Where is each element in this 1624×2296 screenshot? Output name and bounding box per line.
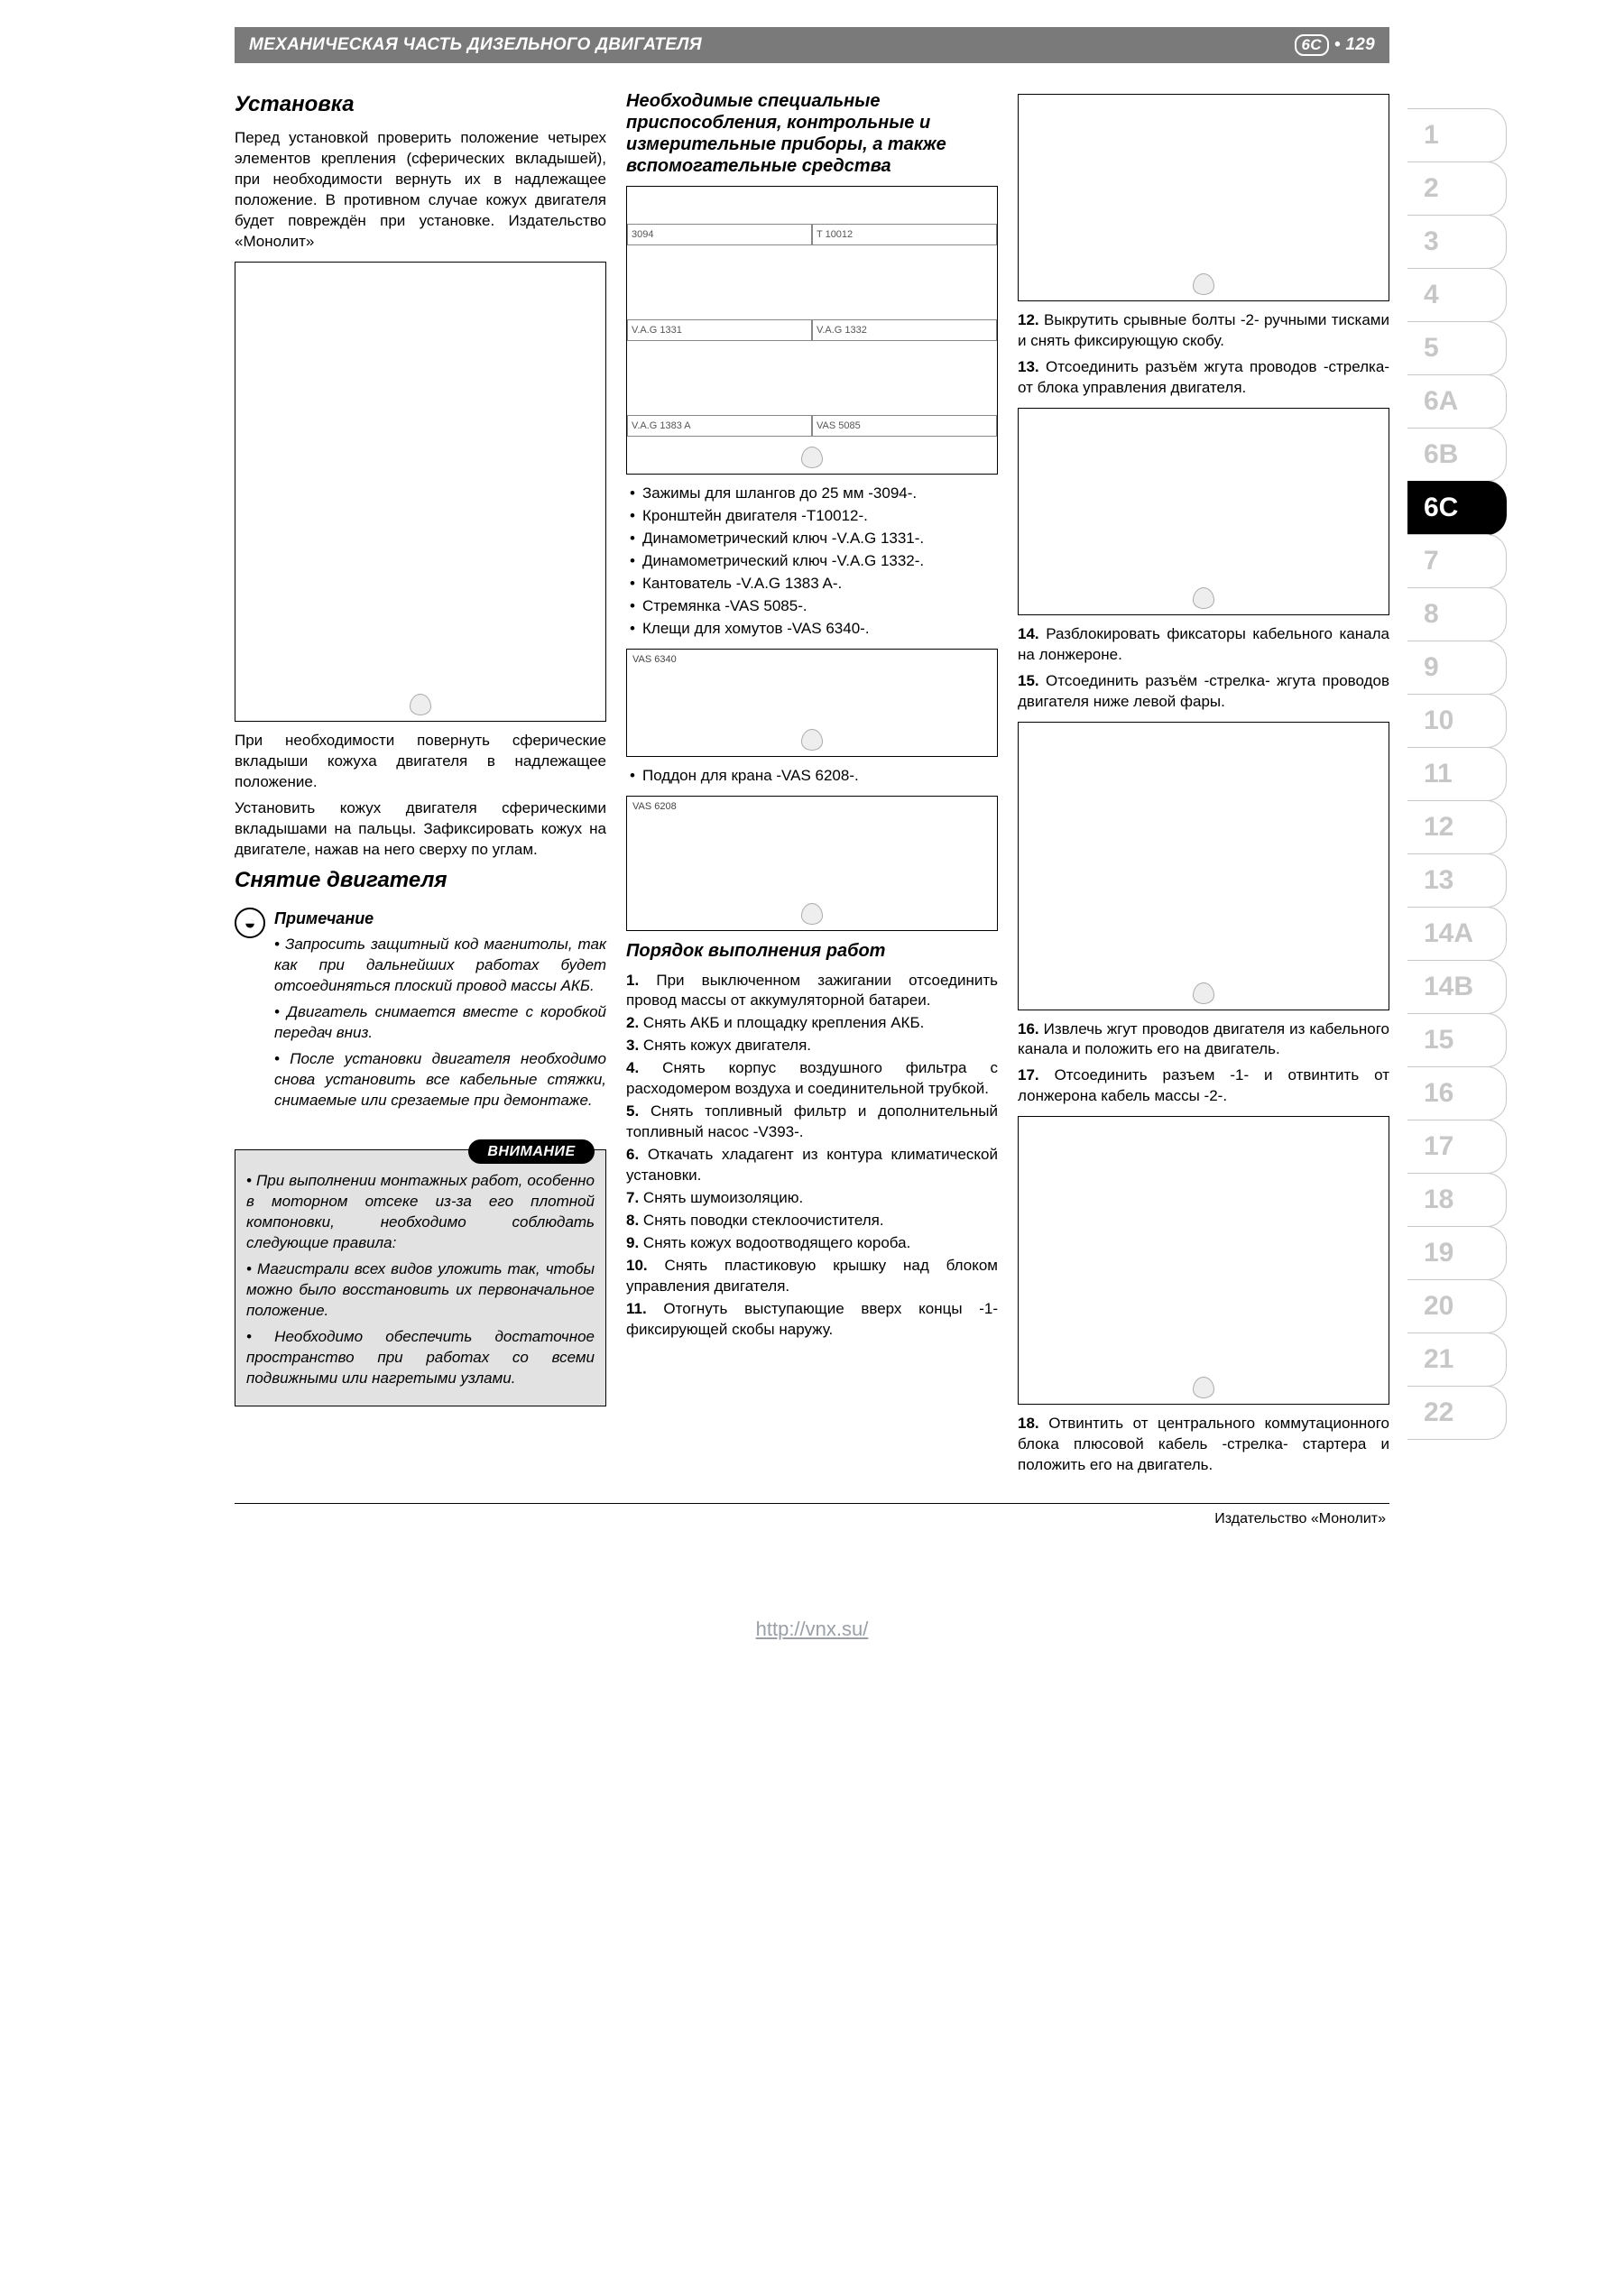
chapter-header: МЕХАНИЧЕСКАЯ ЧАСТЬ ДИЗЕЛЬНОГО ДВИГАТЕЛЯ … — [235, 27, 1389, 63]
heading-removal: Снятие двигателя — [235, 866, 606, 895]
note-box: ◒ Примечание • Запросить защитный код ма… — [235, 908, 606, 1117]
figure-step13 — [1018, 408, 1389, 615]
section-tab-11[interactable]: 11 — [1407, 747, 1507, 801]
chapter-title: МЕХАНИЧЕСКАЯ ЧАСТЬ ДИЗЕЛЬНОГО ДВИГАТЕЛЯ — [249, 35, 702, 55]
warning-line: • При выполнении монтажных работ, особен… — [246, 1171, 595, 1254]
note-title: Примечание — [274, 908, 606, 929]
section-tab-18[interactable]: 18 — [1407, 1173, 1507, 1227]
figure-tools-grid: 3094 T 10012 V.A.G 1331 V.A.G 1332 V.A.G… — [626, 186, 998, 475]
tool-cell: VAS 5085 — [812, 415, 997, 438]
tool-item: Динамометрический ключ -V.A.G 1331-. — [626, 529, 998, 549]
section-tab-6A[interactable]: 6A — [1407, 374, 1507, 429]
step: 18. Отвинтить от центрального коммутацио… — [1018, 1414, 1389, 1476]
section-tab-3[interactable]: 3 — [1407, 215, 1507, 269]
step: 14. Разблокировать фиксаторы кабельного … — [1018, 624, 1389, 666]
step: 1. При выключенном зажигании отсоединить… — [626, 971, 998, 1012]
section-tab-7[interactable]: 7 — [1407, 534, 1507, 588]
step: 8. Снять поводки стеклоочистителя. — [626, 1211, 998, 1231]
section-tab-10[interactable]: 10 — [1407, 694, 1507, 748]
section-tab-21[interactable]: 21 — [1407, 1332, 1507, 1387]
figure-label: VAS 6208 — [632, 800, 677, 814]
install-paragraph-2: При необходимости повернуть сферические … — [235, 731, 606, 793]
procedure-steps: 1. При выключенном зажигании отсоединить… — [626, 971, 998, 1341]
step: 12. Выкрутить срывные болты -2- ручными … — [1018, 310, 1389, 352]
tool-cell: T 10012 — [812, 224, 997, 246]
tools-list: Зажимы для шлангов до 25 мм -3094-. Крон… — [626, 484, 998, 640]
section-tab-19[interactable]: 19 — [1407, 1226, 1507, 1280]
install-paragraph: Перед установкой проверить положение чет… — [235, 128, 606, 253]
tool-item: Поддон для крана -VAS 6208-. — [626, 766, 998, 787]
figure-step11 — [1018, 94, 1389, 301]
warning-line: • Магистрали всех видов уложить так, что… — [246, 1259, 595, 1322]
tool-item: Динамометрический ключ -V.A.G 1332-. — [626, 551, 998, 572]
tool-item: Зажимы для шлангов до 25 мм -3094-. — [626, 484, 998, 504]
step: 6. Откачать хладагент из контура климати… — [626, 1145, 998, 1186]
section-tab-6C[interactable]: 6C — [1407, 481, 1507, 535]
section-tab-17[interactable]: 17 — [1407, 1120, 1507, 1174]
source-link[interactable]: http://vnx.su/ — [0, 1618, 1624, 1641]
step: 17. Отсоединить разъем -1- и отвинтить о… — [1018, 1065, 1389, 1107]
section-tab-9[interactable]: 9 — [1407, 641, 1507, 695]
tool-cell: V.A.G 1383 A — [627, 415, 812, 438]
section-tab-6B[interactable]: 6B — [1407, 428, 1507, 482]
heading-installation: Установка — [235, 90, 606, 119]
tool-cell: V.A.G 1331 — [627, 319, 812, 342]
section-tab-13[interactable]: 13 — [1407, 853, 1507, 908]
lightbulb-icon: ◒ — [235, 908, 265, 938]
page-number: • 129 — [1334, 35, 1375, 55]
section-tabs: 123456A6B6C7891011121314A14B151617181920… — [1407, 108, 1507, 1439]
section-tab-14A[interactable]: 14A — [1407, 907, 1507, 961]
step: 4. Снять корпус воздушного фильтра с рас… — [626, 1058, 998, 1100]
step: 5. Снять топливный фильтр и дополнительн… — [626, 1102, 998, 1143]
note-line: • Запросить защитный код магнитолы, так … — [274, 935, 606, 997]
step: 11. Отогнуть выступающие вверх концы -1-… — [626, 1299, 998, 1341]
figure-label: VAS 6340 — [632, 653, 677, 667]
step: 2. Снять АКБ и площадку крепления АКБ. — [626, 1013, 998, 1034]
warning-box: ВНИМАНИЕ • При выполнении монтажных рабо… — [235, 1149, 606, 1406]
section-tab-20[interactable]: 20 — [1407, 1279, 1507, 1333]
section-tab-22[interactable]: 22 — [1407, 1386, 1507, 1440]
step: 3. Снять кожух двигателя. — [626, 1036, 998, 1056]
note-line: • Двигатель снимается вместе с коробкой … — [274, 1002, 606, 1044]
note-line: • После установки двигателя необходимо с… — [274, 1049, 606, 1111]
step: 13. Отсоединить разъём жгута проводов -с… — [1018, 357, 1389, 399]
column-middle: Необходимые специальные приспособления, … — [626, 85, 998, 1481]
step: 16. Извлечь жгут проводов двигателя из к… — [1018, 1019, 1389, 1061]
step: 7. Снять шумоизоляцию. — [626, 1188, 998, 1209]
install-paragraph-3: Установить кожух двигателя сферическими … — [235, 798, 606, 861]
step: 15. Отсоединить разъём -стрелка- жгута п… — [1018, 671, 1389, 713]
column-right: 12. Выкрутить срывные болты -2- ручными … — [1018, 85, 1389, 1481]
figure-step17 — [1018, 1116, 1389, 1405]
step: 9. Снять кожух водоотводящего короба. — [626, 1233, 998, 1254]
heading-tools: Необходимые специальные приспособления, … — [626, 90, 998, 177]
section-tab-14B[interactable]: 14B — [1407, 960, 1507, 1014]
step: 10. Снять пластиковую крышку над блоком … — [626, 1256, 998, 1297]
heading-procedure: Порядок выполнения работ — [626, 940, 998, 962]
tool-cell: 3094 — [627, 224, 812, 246]
section-tab-12[interactable]: 12 — [1407, 800, 1507, 854]
section-tab-16[interactable]: 16 — [1407, 1066, 1507, 1120]
section-tab-1[interactable]: 1 — [1407, 108, 1507, 162]
tool-item: Кронштейн двигателя -T10012-. — [626, 506, 998, 527]
figure-step15 — [1018, 722, 1389, 1010]
tool-item: Кантователь -V.A.G 1383 A-. — [626, 574, 998, 595]
section-tab-15[interactable]: 15 — [1407, 1013, 1507, 1067]
section-badge: 6C — [1295, 34, 1329, 56]
tool-cell: V.A.G 1332 — [812, 319, 997, 342]
warning-line: • Необходимо обеспечить достаточное прос… — [246, 1327, 595, 1389]
section-tab-5[interactable]: 5 — [1407, 321, 1507, 375]
figure-cover-clips — [235, 262, 606, 722]
warning-label: ВНИМАНИЕ — [468, 1139, 595, 1165]
tool-item: Стремянка -VAS 5085-. — [626, 596, 998, 617]
section-tab-8[interactable]: 8 — [1407, 587, 1507, 641]
publisher: Издательство «Монолит» — [1214, 1511, 1386, 1526]
section-tab-2[interactable]: 2 — [1407, 161, 1507, 216]
figure-vas6208: VAS 6208 — [626, 796, 998, 931]
figure-vas6340: VAS 6340 — [626, 649, 998, 757]
footer: Издательство «Монолит» — [235, 1503, 1389, 1527]
tool-item: Клещи для хомутов -VAS 6340-. — [626, 619, 998, 640]
column-left: Установка Перед установкой проверить пол… — [235, 85, 606, 1481]
section-tab-4[interactable]: 4 — [1407, 268, 1507, 322]
